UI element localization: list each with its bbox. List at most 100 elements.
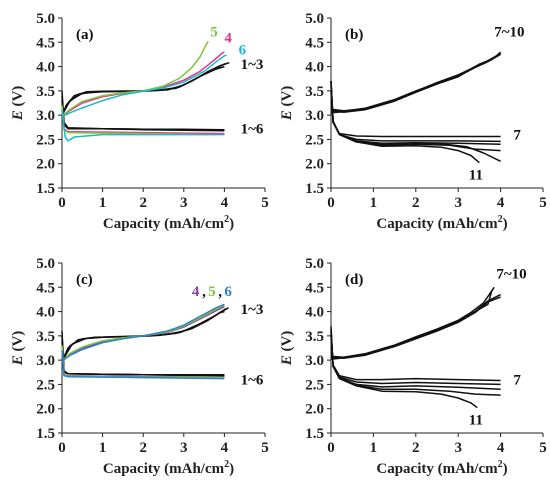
y-axis-label: E (V) (279, 86, 295, 122)
y-tick-label: 2.0 (305, 157, 324, 173)
y-tick-label: 4.5 (305, 35, 324, 51)
series-7-charge-line (330, 289, 493, 360)
cycle-annotation: 7 (513, 128, 521, 144)
x-axis-label: Capacity (mAh/cm2) (376, 459, 507, 477)
series-5-discharge-line (61, 345, 225, 379)
cycle-annotation: 4 (224, 30, 232, 46)
x-tick-label: 2 (139, 195, 147, 211)
panel-label: (b) (345, 27, 363, 43)
y-tick-label: 5.0 (305, 11, 324, 27)
x-tick-label: 4 (497, 440, 505, 456)
series-7-discharge-line (330, 335, 501, 382)
x-tick-label: 4 (497, 195, 505, 211)
series-6-discharge-line (61, 110, 225, 142)
x-tick-label: 3 (180, 440, 188, 456)
series-8-discharge-line (330, 85, 501, 143)
series-6-discharge-line (61, 350, 225, 380)
y-tick-label: 3.0 (36, 108, 55, 124)
cycle-annotation: , (218, 284, 222, 300)
cycle-annotation: 1~3 (241, 57, 264, 73)
x-tick-label: 2 (412, 440, 420, 456)
y-tick-label: 4.0 (36, 305, 55, 321)
cycle-annotation: 4 (192, 284, 200, 300)
series-6-charge-line (61, 54, 227, 118)
y-tick-label: 5.0 (305, 256, 324, 272)
series-3-discharge-line (61, 90, 225, 132)
panel-d: 1.5 2.0 2.5 3.0 3.5 4.0 4.5 5.0 0 1 2 3 4 5 E (V) Capac… (279, 256, 547, 477)
series-6-charge-line (61, 303, 225, 362)
x-tick-label: 1 (370, 195, 378, 211)
series-1-discharge-line (61, 100, 225, 131)
series-3-charge-line (61, 307, 229, 362)
y-tick-label: 2.0 (305, 402, 324, 418)
y-tick-label: 2.5 (36, 377, 55, 393)
y-tick-label: 3.5 (305, 84, 324, 100)
y-tick-label: 3.0 (305, 108, 324, 124)
x-tick-label: 0 (58, 440, 66, 456)
y-tick-label: 3.0 (305, 353, 324, 369)
series-9-charge-line (330, 52, 502, 113)
y-axis-label: E (V) (279, 331, 295, 367)
x-tick-label: 3 (454, 440, 462, 456)
y-axis-label: E (V) (10, 331, 26, 367)
x-tick-label: 2 (139, 440, 147, 456)
y-tick-label: 1.5 (36, 181, 55, 197)
series-2-discharge-line (61, 335, 225, 376)
series-8-charge-line (330, 286, 495, 359)
x-tick-label: 0 (327, 440, 335, 456)
cycle-annotation: 1~6 (241, 122, 264, 138)
series-9-charge-line (330, 296, 501, 359)
x-tick-label: 5 (539, 440, 547, 456)
y-tick-label: 4.0 (36, 60, 55, 76)
x-tick-label: 2 (412, 195, 420, 211)
cycle-annotation: 1~6 (241, 373, 264, 389)
x-tick-label: 4 (221, 440, 229, 456)
panel-label: (a) (76, 27, 94, 43)
y-tick-label: 4.5 (36, 35, 55, 51)
panel-label: (c) (76, 272, 93, 288)
series-2-charge-line (61, 62, 227, 116)
cycle-annotation: 5 (208, 284, 216, 300)
y-tick-label: 1.5 (305, 426, 324, 442)
x-tick-label: 1 (370, 440, 378, 456)
y-tick-label: 3.5 (305, 329, 324, 345)
cycle-annotation: 6 (239, 43, 247, 59)
cycle-annotation: 11 (469, 412, 483, 428)
panel-label: (d) (345, 272, 363, 288)
series-5-charge-line (61, 40, 209, 117)
cycle-annotation: 11 (469, 167, 483, 183)
series-11-discharge-line (330, 81, 480, 164)
panel-b: 1.5 2.0 2.5 3.0 3.5 4.0 4.5 5.0 0 1 2 3 4 5 E (V) Capac… (279, 11, 547, 232)
y-tick-label: 2.0 (36, 402, 55, 418)
x-tick-label: 3 (454, 195, 462, 211)
series-4-discharge-line (61, 345, 225, 378)
x-tick-label: 5 (261, 440, 269, 456)
y-tick-label: 2.5 (305, 377, 324, 393)
series-8-charge-line (331, 52, 501, 113)
x-axis-label: Capacity (mAh/cm2) (103, 459, 234, 477)
y-tick-label: 3.0 (36, 353, 55, 369)
x-tick-label: 4 (221, 195, 229, 211)
cycle-annotation: 6 (224, 284, 232, 300)
series-7-charge-line (330, 53, 501, 114)
x-axis-label: Capacity (mAh/cm2) (103, 214, 234, 232)
x-tick-label: 1 (99, 195, 107, 211)
y-tick-label: 4.5 (36, 280, 55, 296)
series-3-charge-line (61, 61, 230, 116)
y-tick-label: 3.5 (36, 329, 55, 345)
y-tick-label: 2.5 (36, 132, 55, 148)
y-tick-label: 1.5 (36, 426, 55, 442)
panel-c: 1.52.02.53.03.54.04.55.00 1 2 3 4 5E (V)Capac… (10, 256, 269, 477)
cycle-annotation: 5 (210, 25, 218, 41)
y-tick-label: 2.0 (36, 157, 55, 173)
series-7-discharge-line (330, 90, 501, 138)
series-11-discharge-line (330, 326, 478, 409)
x-tick-label: 1 (99, 440, 107, 456)
x-tick-label: 0 (58, 195, 66, 211)
x-tick-label: 0 (327, 195, 335, 211)
y-axis-label: E (V) (10, 86, 26, 122)
y-tick-label: 5.0 (36, 11, 55, 27)
x-tick-label: 5 (539, 195, 547, 211)
x-axis-label: Capacity (mAh/cm2) (376, 214, 507, 232)
y-tick-label: 4.0 (305, 305, 324, 321)
